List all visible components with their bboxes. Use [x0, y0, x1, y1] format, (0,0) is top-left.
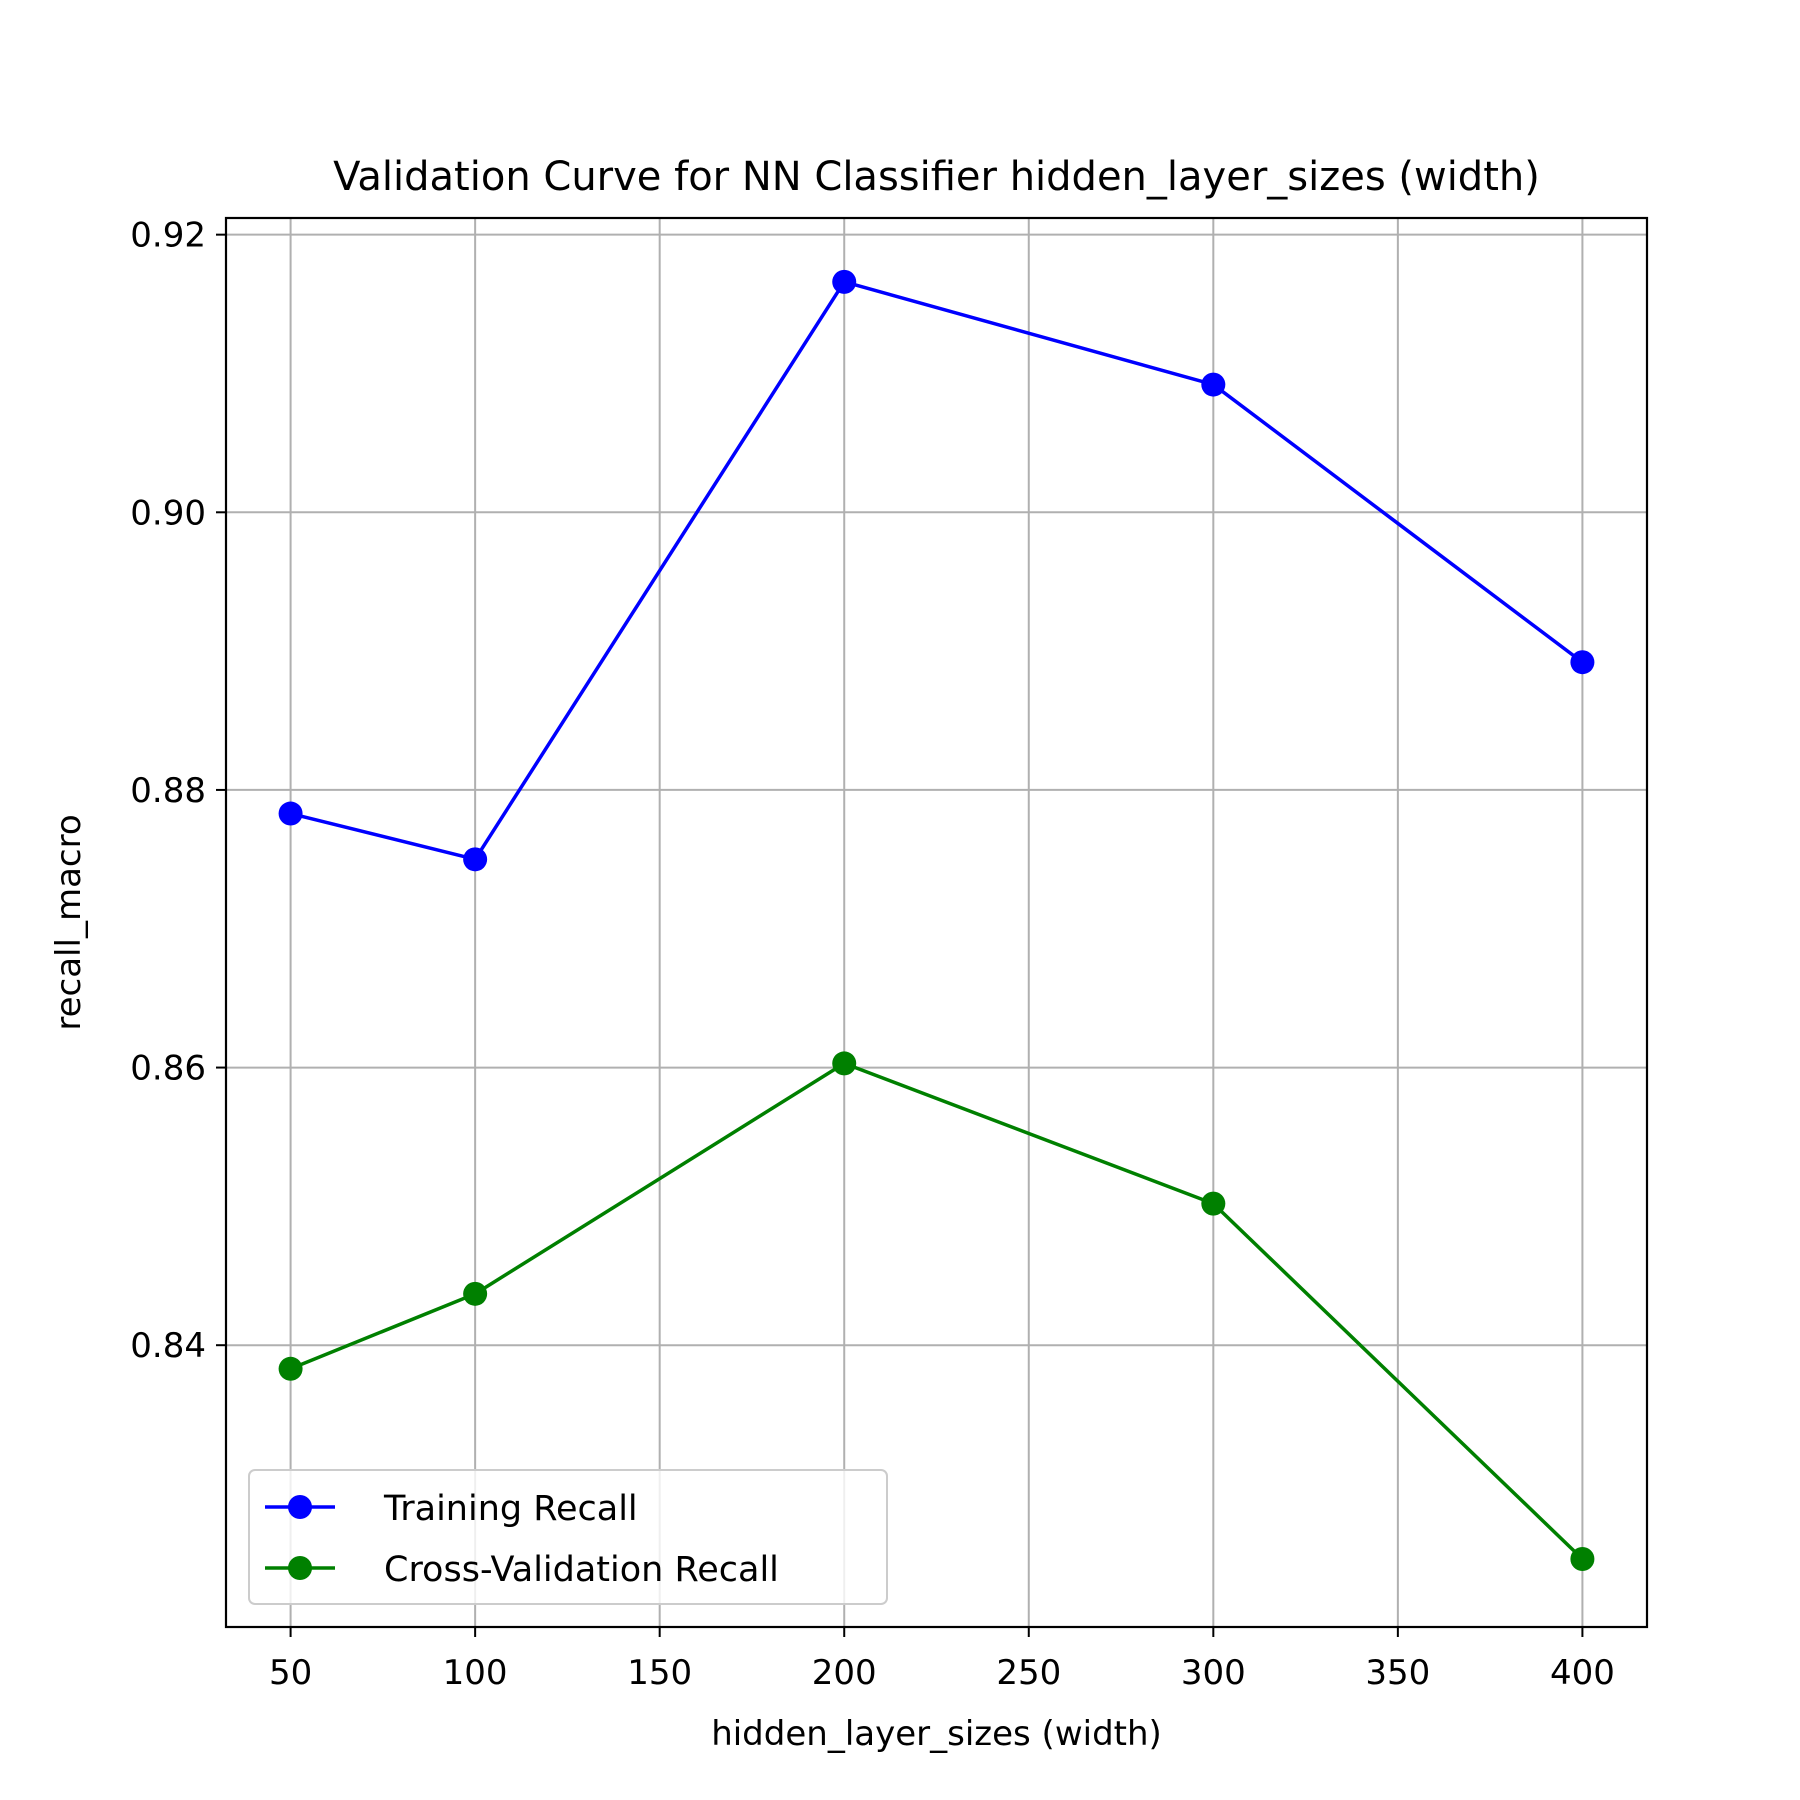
- x-tick-label: 100: [443, 1653, 508, 1693]
- legend-label: Cross-Validation Recall: [384, 1550, 779, 1590]
- data-point: [463, 1281, 488, 1306]
- data-point: [278, 801, 303, 826]
- x-axis-label: hidden_layer_sizes (width): [711, 1714, 1162, 1754]
- x-tick-label: 250: [996, 1653, 1061, 1693]
- data-point: [463, 847, 488, 872]
- x-tick-label: 200: [812, 1653, 877, 1693]
- legend-item: Cross-Validation Recall: [265, 1550, 779, 1590]
- grid-lines: [226, 218, 1647, 1627]
- plot-area-frame: [224, 216, 1649, 1629]
- y-axis-label: recall_macro: [49, 814, 89, 1030]
- x-tick-label: 300: [1181, 1653, 1246, 1693]
- legend-label: Training Recall: [383, 1489, 638, 1529]
- legend-marker: [288, 1495, 312, 1519]
- y-tick-label: 0.86: [130, 1049, 206, 1089]
- data-point: [278, 1356, 303, 1381]
- x-tick-label: 350: [1365, 1653, 1430, 1693]
- data-point: [832, 269, 857, 294]
- legend-item: Training Recall: [265, 1489, 638, 1529]
- chart-title: Validation Curve for NN Classifier hidde…: [333, 154, 1540, 200]
- y-tick-label: 0.88: [130, 771, 206, 811]
- x-tick-label: 150: [627, 1653, 692, 1693]
- y-tick-label: 0.92: [130, 216, 206, 256]
- y-tick-label: 0.90: [130, 493, 206, 533]
- data-point: [1201, 372, 1226, 397]
- y-tick-label: 0.84: [130, 1326, 206, 1366]
- data-point: [1570, 1546, 1595, 1571]
- series-training-recall: [278, 269, 1595, 872]
- legend-marker: [288, 1556, 312, 1580]
- data-point: [1201, 1191, 1226, 1216]
- series-cross-validation-recall: [278, 1051, 1595, 1571]
- x-tick-label: 400: [1550, 1653, 1615, 1693]
- legend-box: [248, 1469, 888, 1605]
- data-point: [832, 1051, 857, 1076]
- x-tick-label: 50: [269, 1653, 312, 1693]
- data-point: [1570, 650, 1595, 675]
- axis-ticks: 50 100 150 200 250 300 350 400 0.84 0.86 0.88 0.90 0…: [130, 216, 1615, 1693]
- series-layer: [278, 269, 1595, 1571]
- legend: Training Recall Cross-Validation Recall: [248, 1469, 888, 1605]
